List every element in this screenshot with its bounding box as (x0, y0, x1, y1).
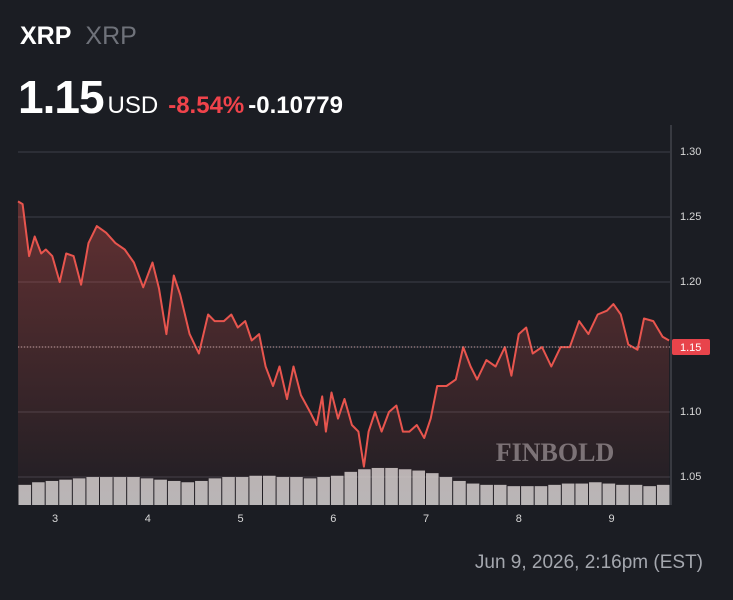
y-tick-label: 1.20 (680, 276, 701, 288)
symbol: XRP (20, 22, 72, 50)
y-tick-label: 1.30 (680, 146, 701, 158)
price: 1.15 (18, 71, 105, 123)
y-tick-label: 1.05 (680, 471, 701, 483)
price-line (17, 200, 670, 468)
y-tick-label: 1.10 (680, 406, 701, 418)
change-percent: -8.54% (168, 92, 245, 119)
last-price-tag (672, 339, 710, 356)
change: -0.10779 (248, 92, 343, 119)
area-fill (18, 201, 670, 505)
price-row: 1.15 USD -8.54% -0.10779 (18, 70, 343, 124)
x-tick-label: 6 (330, 513, 336, 525)
x-tick-label: 8 (516, 513, 522, 525)
header: XRP XRP (20, 22, 137, 51)
x-tick-label: 5 (238, 513, 244, 525)
x-tick-label: 7 (423, 513, 429, 525)
last-price-label: 1.15 (680, 342, 701, 354)
x-tick-label: 9 (609, 513, 615, 525)
y-tick-label: 1.25 (680, 211, 701, 223)
timestamp: Jun 9, 2026, 2:16pm (EST) (474, 552, 703, 573)
x-tick-label: 3 (52, 513, 58, 525)
asset-name: XRP (85, 22, 137, 50)
currency: USD (107, 92, 159, 119)
x-tick-label: 4 (145, 513, 151, 525)
